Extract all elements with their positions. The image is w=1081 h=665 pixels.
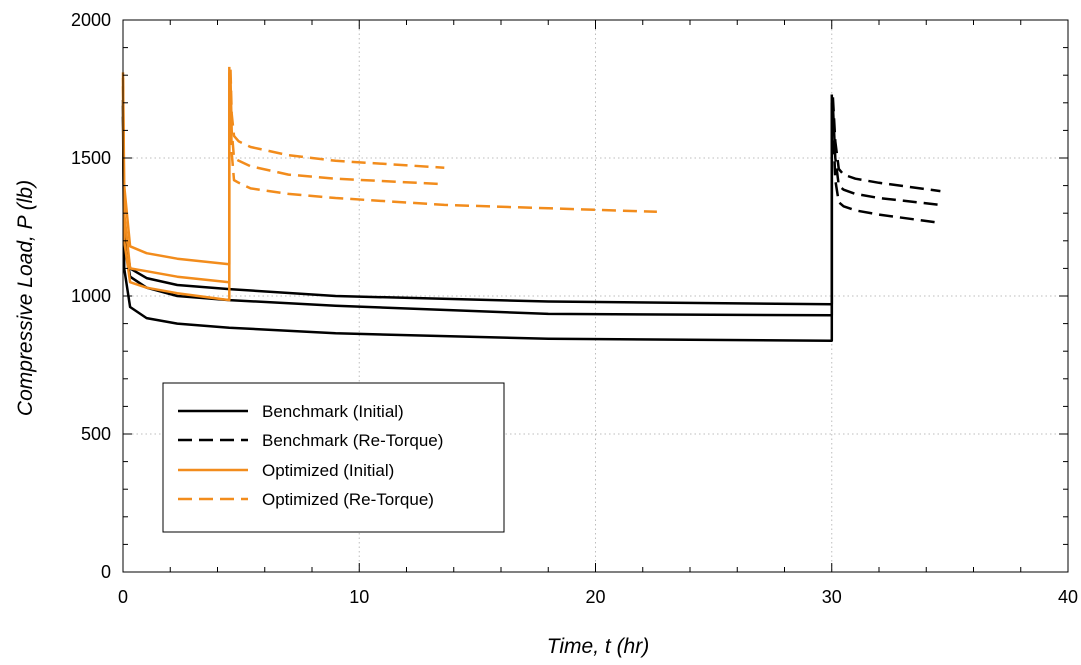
- legend-box: [162, 382, 505, 533]
- legend-label-optimized-retorque: Optimized (Re-Torque): [262, 490, 434, 509]
- legend: Benchmark (Initial) Benchmark (Re-Torque…: [162, 382, 505, 533]
- legend-label-benchmark-initial: Benchmark (Initial): [262, 402, 404, 421]
- series-line-benchmark-re-torque: [831, 119, 941, 225]
- x-tick-label: 20: [585, 587, 605, 607]
- series-line-benchmark-initial: [121, 116, 834, 342]
- x-tick-label: 40: [1058, 587, 1078, 607]
- y-tick-label: 500: [81, 424, 111, 444]
- y-tick-label: 1000: [71, 286, 111, 306]
- series-line-benchmark-re-torque: [831, 97, 941, 193]
- x-tick-label: 30: [822, 587, 842, 607]
- series-layer: [121, 66, 941, 342]
- y-tick-label: 2000: [71, 10, 111, 30]
- y-tick-label: 0: [101, 562, 111, 582]
- series-line-optimized-re-torque: [229, 69, 445, 169]
- series-line-optimized-initial: [121, 66, 231, 266]
- axis-ticks: [122, 19, 1069, 573]
- x-tick-label: 10: [349, 587, 369, 607]
- series-line-optimized-re-torque: [229, 88, 657, 214]
- series-line-benchmark-re-torque: [831, 105, 941, 207]
- series-line-optimized-initial: [121, 86, 231, 302]
- y-tick-label: 1500: [71, 148, 111, 168]
- series-line-optimized-re-torque: [229, 77, 445, 186]
- y-axis-title: Compressive Load, P (lb): [14, 180, 37, 416]
- legend-label-benchmark-retorque: Benchmark (Re-Torque): [262, 431, 443, 450]
- x-tick-label: 0: [118, 587, 128, 607]
- tick-labels: 0 10 20 30 40 0 500 1000 1500 2000: [71, 10, 1078, 607]
- legend-label-optimized-initial: Optimized (Initial): [262, 461, 394, 480]
- x-axis-title: Time, t (hr): [547, 635, 649, 658]
